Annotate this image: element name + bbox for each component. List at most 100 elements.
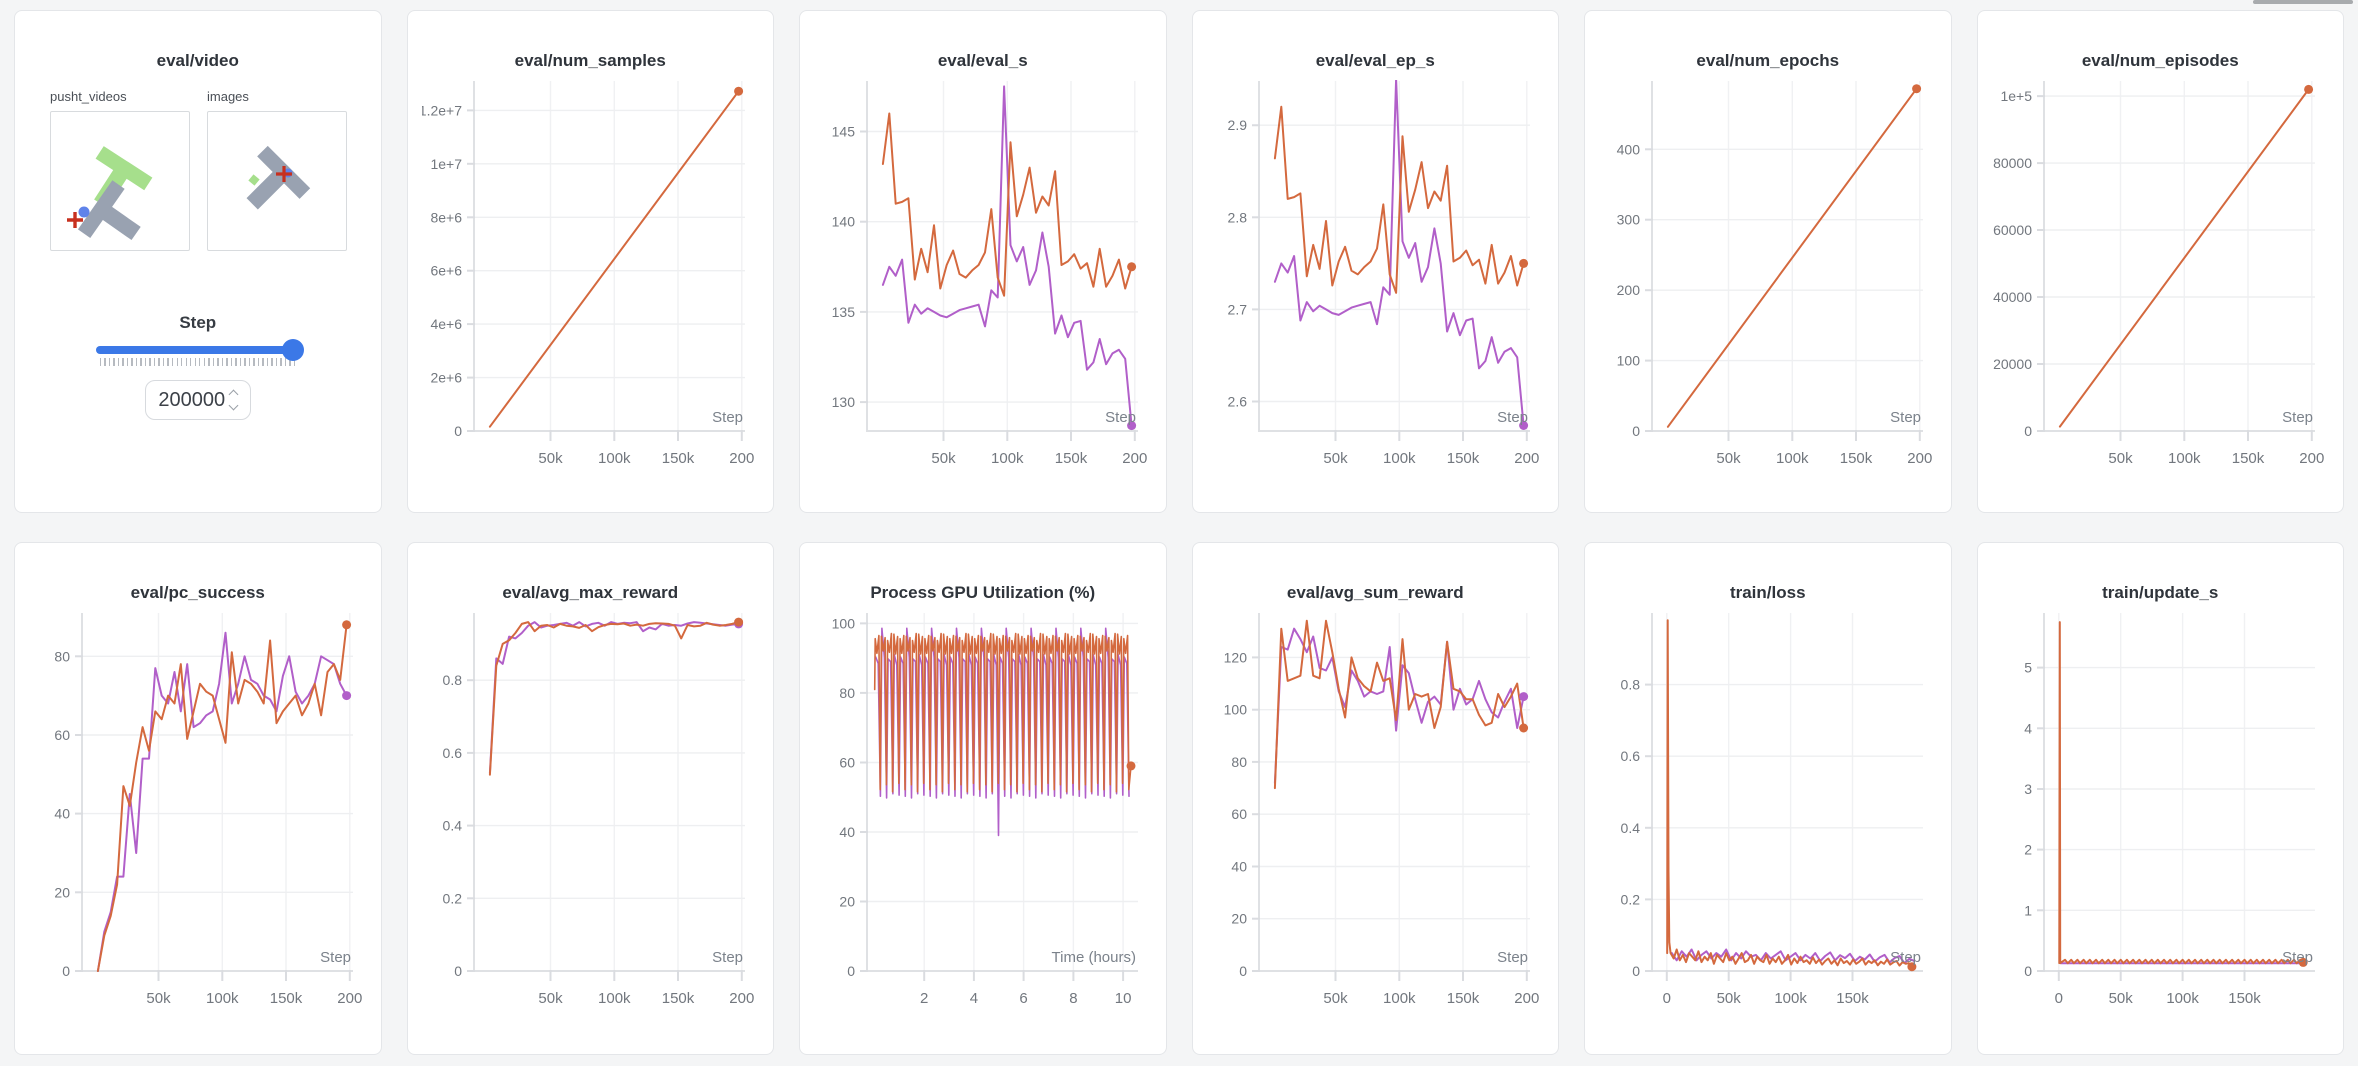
chart-eval-avg-max-reward[interactable]: 0 0.2 0.4 0.6 0.8 50k 100k 150k 200 Step	[422, 605, 758, 1025]
x-tick-label: 8	[1069, 990, 1077, 1007]
x-tick-label: 100k	[991, 450, 1024, 467]
x-axis-title: Step	[2282, 409, 2313, 426]
series-line-orange	[96, 623, 348, 972]
y-tick-label: 0.8	[443, 672, 463, 688]
series-line-orange	[873, 632, 1132, 793]
series-end-dot-purple	[1519, 421, 1529, 430]
y-tick-label: 2.7	[1228, 301, 1248, 317]
y-tick-label: 40000	[1993, 289, 2032, 305]
y-tick-label: 1e+7	[431, 156, 463, 172]
panel-eval-num-samples: eval/num_samples 0 2e+6 4e+6 6e+6 8e+6 1e+7 1.…	[406, 10, 774, 513]
series-end-dot-orange	[2298, 957, 2308, 967]
y-tick-label: 0	[2024, 423, 2032, 439]
chart-eval-num-samples[interactable]: 0 2e+6 4e+6 6e+6 8e+6 1e+7 1.2e+7 50k 100k 150k 20…	[422, 73, 758, 485]
y-tick-label: 130	[831, 394, 855, 410]
series-line-orange	[1666, 87, 1918, 428]
y-tick-label: 4e+6	[431, 316, 463, 332]
y-tick-label: 0	[847, 963, 855, 979]
series-line-orange	[881, 112, 1133, 297]
chart-train-update-s[interactable]: 0 1 2 3 4 5 0 50k 100k 150k Step	[1992, 605, 2328, 1025]
chart-title: eval/num_epochs	[1696, 51, 1840, 70]
y-tick-label: 0	[454, 423, 462, 439]
y-tick-label: 3	[2024, 781, 2032, 797]
stepper-down-icon[interactable]	[228, 400, 239, 411]
x-tick-label: 150k	[2228, 990, 2261, 1007]
y-tick-label: 40	[1232, 859, 1248, 875]
series-end-dot-orange	[734, 617, 744, 627]
images-scene-image	[246, 145, 311, 210]
chart-train-loss[interactable]: 0 0.2 0.4 0.6 0.8 0 50k 100k 150k Step	[1600, 605, 1936, 1025]
x-tick-label: 50k	[1324, 990, 1349, 1007]
chart-title: eval/eval_s	[937, 51, 1028, 70]
chart-gpu-utilization[interactable]: 0 20 40 60 80 100 2 4 6 8 10 Time (hours)	[815, 605, 1151, 1025]
x-tick-label: 150k	[1447, 450, 1480, 467]
x-tick-label: 6	[1019, 990, 1027, 1007]
y-tick-label: 0	[62, 963, 70, 979]
y-tick-label: 40	[839, 824, 855, 840]
chart-eval-num-epochs[interactable]: 0 100 200 300 400 50k 100k 150k 200 Step	[1600, 73, 1936, 485]
x-tick-label: 100k	[1774, 990, 1807, 1007]
step-number-input[interactable]: 200000	[144, 380, 251, 420]
y-tick-label: 6e+6	[431, 263, 463, 279]
x-axis-title: Step	[320, 949, 351, 966]
x-tick-label: 10	[1115, 990, 1132, 1007]
y-tick-label: 300	[1616, 212, 1640, 228]
x-axis-title: Step	[1890, 409, 1921, 426]
chart-eval-eval-s[interactable]: 130 135 140 145 50k 100k 150k 200 Step	[815, 73, 1151, 485]
x-tick-label: 200	[1515, 990, 1540, 1007]
y-tick-label: 400	[1616, 141, 1640, 157]
series-line-orange	[489, 621, 740, 776]
y-tick-label: 0.2	[1620, 891, 1640, 907]
y-tick-label: 60000	[1993, 222, 2032, 238]
y-tick-label: 80	[54, 648, 70, 664]
series-end-dot-orange	[734, 86, 744, 96]
x-tick-label: 150k	[1054, 450, 1087, 467]
chart-eval-eval-ep-s[interactable]: 2.6 2.7 2.8 2.9 50k 100k 150k 200 Step	[1207, 73, 1543, 485]
slider-thumb[interactable]	[281, 339, 304, 361]
y-tick-label: 2.9	[1228, 117, 1248, 133]
step-value[interactable]: 200000	[158, 388, 226, 411]
y-tick-label: 2	[2024, 842, 2032, 858]
x-axis-title: Step	[1497, 409, 1528, 426]
chart-eval-avg-sum-reward[interactable]: 0 20 40 60 80 100 120 50k 100k 150k 200 Step	[1207, 605, 1543, 1025]
number-stepper[interactable]	[228, 389, 239, 411]
panel-eval-eval-s: eval/eval_s 130 135 140 145 50k 100k 150k 200 St…	[799, 10, 1167, 513]
series-line-purple	[1274, 80, 1525, 427]
media-label: images	[207, 89, 249, 104]
images-thumbnail[interactable]	[207, 111, 347, 251]
stepper-up-icon[interactable]	[228, 389, 239, 400]
panel-eval-num-epochs: eval/num_epochs 0 100 200 300 400 50k 100k 150k…	[1584, 10, 1952, 513]
series-end-dot-orange	[1907, 962, 1917, 972]
series-line-orange	[2058, 621, 2305, 965]
chart-title: eval/num_episodes	[2081, 51, 2239, 70]
x-tick-label: 100k	[206, 990, 239, 1007]
scrollbar-fragment[interactable]	[2253, 0, 2353, 4]
x-tick-label: 150k	[662, 990, 695, 1007]
x-tick-label: 50k	[1716, 990, 1741, 1007]
x-tick-label: 200	[1907, 450, 1932, 467]
y-tick-label: 0.2	[443, 890, 463, 906]
chart-eval-num-episodes[interactable]: 0 20000 40000 60000 80000 1e+5 50k 100k 150k 200 S…	[1992, 73, 2328, 485]
series-end-dot-orange	[2304, 84, 2314, 94]
y-tick-label: 1	[2024, 902, 2032, 918]
step-slider[interactable]	[95, 339, 304, 361]
x-axis-title: Step	[2282, 949, 2313, 966]
series-line-purple	[489, 621, 740, 774]
media-item-images: images	[207, 89, 347, 251]
pusht-video-thumbnail[interactable]	[50, 111, 190, 251]
chart-eval-pc-success[interactable]: 0 20 40 60 80 50k 100k 150k 200 Step	[30, 605, 366, 1025]
series-end-dot-orange	[1519, 723, 1529, 733]
y-tick-label: 60	[1232, 806, 1248, 822]
panel-train-update-s: train/update_s 0 1 2 3 4 5 0 50k 100k 150k Step	[1976, 542, 2344, 1055]
x-tick-label: 100k	[598, 450, 631, 467]
y-tick-label: 0	[1632, 423, 1640, 439]
x-tick-label: 150k	[1836, 990, 1869, 1007]
series-end-dot-orange	[1126, 761, 1136, 771]
pusht-scene-image	[67, 146, 153, 241]
series-end-dot-orange	[1519, 258, 1529, 268]
x-axis-title: Step	[712, 409, 743, 426]
y-tick-label: 20	[54, 884, 70, 900]
slider-track[interactable]	[95, 339, 304, 361]
y-tick-label: 0	[1239, 963, 1247, 979]
media-row: pusht_videos	[50, 89, 381, 251]
